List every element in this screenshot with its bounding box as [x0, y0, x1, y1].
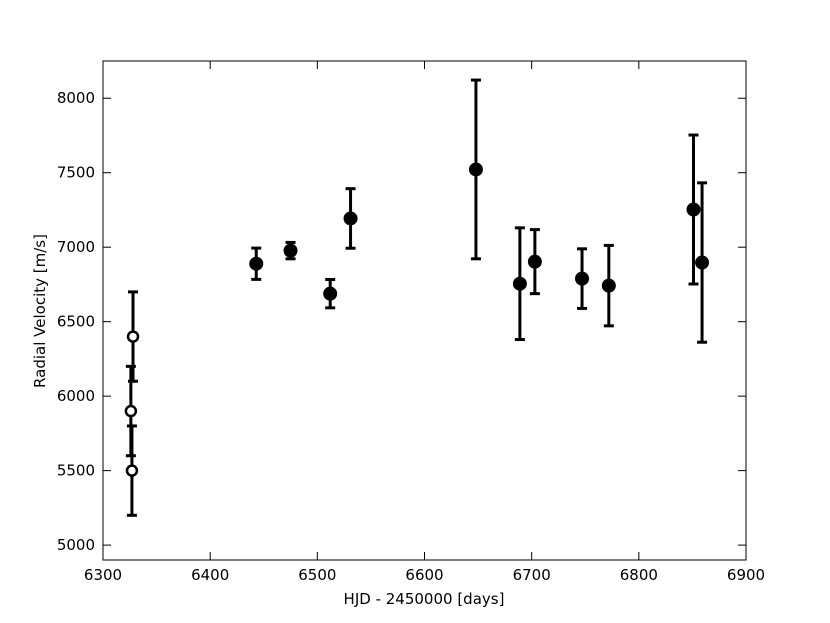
plot-frame [102, 60, 747, 561]
y-tick-label: 6000 [57, 387, 95, 405]
y-tick-label: 7500 [57, 164, 95, 182]
point [695, 255, 710, 270]
point [283, 243, 298, 258]
point [601, 278, 616, 293]
point [468, 162, 483, 177]
x-tick-label: 6600 [405, 566, 443, 584]
point [575, 271, 590, 286]
y-tick-label: 8000 [57, 89, 95, 107]
x-tick-label: 6400 [191, 566, 229, 584]
point [125, 464, 139, 477]
point [124, 404, 138, 418]
point [527, 254, 542, 269]
point [343, 211, 358, 226]
point [126, 330, 140, 343]
x-axis-label: HJD - 2450000 [days] [344, 590, 505, 608]
point [323, 286, 338, 301]
x-tick-label: 6500 [298, 566, 336, 584]
point [512, 276, 527, 291]
y-tick-label: 5000 [57, 536, 95, 554]
point [686, 202, 701, 217]
y-tick-label: 5500 [57, 462, 95, 480]
x-tick-label: 6300 [84, 566, 122, 584]
y-tick-label: 7000 [57, 238, 95, 256]
point [249, 256, 264, 271]
y-axis-label: Radial Velocity [m/s] [31, 234, 49, 388]
x-tick-label: 6800 [620, 566, 658, 584]
x-tick-label: 6700 [513, 566, 551, 584]
x-tick-label: 6900 [727, 566, 765, 584]
y-tick-label: 6500 [57, 313, 95, 331]
